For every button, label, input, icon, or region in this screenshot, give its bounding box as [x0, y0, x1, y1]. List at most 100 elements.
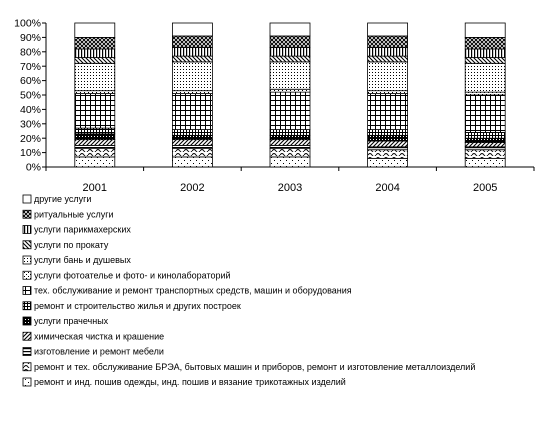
bar-stack	[464, 22, 506, 168]
bar-segment	[171, 144, 213, 149]
bar-segment	[367, 140, 409, 148]
legend-entry: другие услуги	[22, 194, 91, 204]
bar-segment	[74, 22, 116, 38]
bar-segment	[269, 156, 311, 168]
bar-segment	[464, 157, 506, 168]
legend-label: услуги бань и душевых	[34, 255, 131, 265]
y-tick-label: 100%	[14, 18, 41, 30]
bar-segment	[269, 55, 311, 63]
bar-segment	[74, 48, 116, 58]
bar-segment	[74, 144, 116, 149]
legend-swatch	[22, 225, 32, 234]
legend-swatch	[22, 377, 32, 387]
legend-entry: изготовление и ремонт мебели	[22, 347, 164, 357]
legend-swatch	[22, 194, 32, 204]
bar-segment	[269, 61, 311, 90]
legend-entry: химическая чистка и крашение	[22, 331, 164, 341]
y-tick-label: 50%	[20, 90, 41, 102]
bar-segment	[269, 134, 311, 141]
bar-segment	[171, 156, 213, 168]
bar-segment	[367, 61, 409, 92]
bar-stack	[367, 22, 409, 168]
legend-entry: услуги фотоателье и фото- и кинолаборато…	[22, 270, 231, 280]
x-tick-label: 2001	[83, 182, 107, 194]
bar-segment	[269, 88, 311, 93]
bar-segment	[464, 22, 506, 38]
y-tick-label: 30%	[20, 118, 41, 130]
bar-segment	[171, 93, 213, 130]
bar-segment	[367, 129, 409, 136]
bar-segment	[171, 134, 213, 141]
bar-segment	[171, 22, 213, 37]
bar-segment	[367, 47, 409, 57]
legend-label: ремонт и тех. обслуживание БРЭА, бытовых…	[34, 362, 475, 372]
bar-segment	[464, 57, 506, 64]
bar-stack	[269, 22, 311, 168]
legend-entry: услуги парикмахерских	[22, 225, 131, 235]
legend-swatch	[22, 362, 32, 372]
bar-segment	[367, 146, 409, 151]
bar-segment	[367, 93, 409, 130]
legend-label: ремонт и строительство жилья и других по…	[34, 301, 241, 311]
bar-segment	[269, 147, 311, 158]
legend-swatch	[22, 301, 32, 311]
legend-entry: ремонт и строительство жилья и других по…	[22, 301, 241, 311]
bar-segment	[74, 147, 116, 158]
bar-segment	[464, 48, 506, 58]
bar-segment	[464, 62, 506, 93]
legend-entry: услуги по прокату	[22, 240, 109, 250]
legend-entry: тех. обслуживание и ремонт транспортных …	[22, 286, 352, 296]
bar-segment	[464, 94, 506, 133]
legend-entry: ремонт и инд. пошив одежды, инд. пошив и…	[22, 377, 346, 387]
bar-segment	[367, 90, 409, 94]
legend-entry: ремонт и тех. обслуживание БРЭА, бытовых…	[22, 362, 475, 372]
bar-segment	[74, 93, 116, 129]
legend-label: другие услуги	[34, 194, 91, 204]
legend-swatch	[22, 209, 32, 219]
bar-segment	[269, 47, 311, 57]
x-tick-label: 2004	[375, 182, 399, 194]
bar-segment	[74, 139, 116, 146]
bar-segment	[269, 22, 311, 37]
bar-segment	[171, 90, 213, 94]
legend-label: ремонт и инд. пошив одежды, инд. пошив и…	[34, 377, 346, 387]
y-tick-label: 70%	[20, 61, 41, 73]
bar-segment	[74, 62, 116, 92]
y-tick-label: 90%	[20, 32, 41, 44]
legend-label: ритуальные услуги	[34, 209, 114, 219]
bar-segment	[464, 132, 506, 139]
y-tick-label: 0%	[26, 162, 41, 174]
bar-segment	[171, 129, 213, 136]
legend-label: услуги по прокату	[34, 240, 109, 250]
bar-segment	[171, 147, 213, 158]
bar-segment	[74, 37, 116, 50]
legend-entry: услуги прачечных	[22, 316, 109, 326]
bar-segment	[464, 137, 506, 143]
bar-segment	[464, 146, 506, 151]
bar-segment	[74, 90, 116, 94]
legend-swatch	[22, 286, 32, 295]
legend-entry: услуги бань и душевых	[22, 255, 131, 265]
bar-segment	[367, 55, 409, 63]
legend-swatch	[22, 331, 32, 341]
bar-segment	[464, 149, 506, 159]
bar-segment	[269, 139, 311, 146]
legend-swatch	[22, 240, 32, 250]
bar-segment	[269, 144, 311, 149]
bar-segment	[269, 35, 311, 48]
x-tick-label: 2005	[473, 182, 497, 194]
x-axis-ticks: 2001 2002 2003 2004 2005	[45, 167, 535, 194]
legend-label: тех. обслуживание и ремонт транспортных …	[34, 286, 352, 296]
bar-segment	[74, 133, 116, 141]
bar-segment	[269, 91, 311, 130]
legend-swatch	[22, 316, 32, 326]
bar-segment	[367, 149, 409, 159]
legend-entry: ритуальные услуги	[22, 209, 114, 219]
y-axis-ticks: 0% 10% 20% 30% 40% 50% 60% 70% 80% 90% 100%	[14, 18, 46, 174]
x-tick-label: 2002	[180, 182, 204, 194]
bars	[74, 22, 506, 168]
bar-segment	[464, 91, 506, 96]
bar-segment	[171, 35, 213, 48]
legend-label: услуги фотоателье и фото- и кинолаборато…	[34, 270, 231, 280]
